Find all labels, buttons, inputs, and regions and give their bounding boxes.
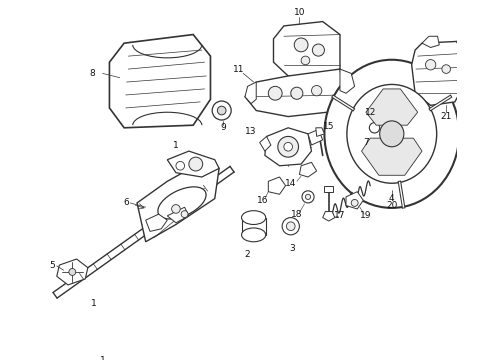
Ellipse shape [242, 228, 266, 242]
Circle shape [172, 204, 180, 213]
Text: 8: 8 [89, 69, 95, 78]
Polygon shape [137, 160, 219, 242]
Text: 3: 3 [290, 244, 295, 253]
Polygon shape [422, 36, 439, 48]
Polygon shape [350, 136, 359, 143]
Circle shape [442, 65, 450, 73]
Text: 6: 6 [123, 198, 129, 207]
Polygon shape [245, 82, 256, 104]
Polygon shape [457, 36, 474, 54]
Polygon shape [57, 259, 88, 285]
Circle shape [287, 222, 295, 230]
Text: 7: 7 [363, 138, 369, 147]
Circle shape [312, 85, 322, 96]
Polygon shape [340, 69, 355, 93]
Circle shape [269, 86, 282, 100]
Ellipse shape [347, 85, 437, 183]
Text: 16: 16 [257, 196, 268, 205]
Text: 2: 2 [244, 250, 249, 259]
Text: 21: 21 [441, 112, 452, 121]
Text: 20: 20 [386, 201, 397, 210]
Ellipse shape [324, 60, 459, 208]
Text: 5: 5 [49, 261, 55, 270]
Circle shape [181, 211, 188, 217]
Circle shape [282, 217, 299, 235]
Circle shape [212, 101, 231, 120]
Circle shape [351, 199, 358, 206]
Polygon shape [109, 35, 211, 128]
Polygon shape [316, 128, 324, 136]
Polygon shape [273, 22, 340, 78]
Text: 10: 10 [294, 8, 305, 17]
Polygon shape [146, 214, 167, 231]
Circle shape [284, 143, 293, 151]
Ellipse shape [242, 211, 266, 225]
Polygon shape [362, 138, 422, 175]
Circle shape [302, 191, 314, 203]
Polygon shape [245, 69, 344, 117]
Text: 1: 1 [173, 140, 179, 149]
Circle shape [176, 162, 185, 170]
Polygon shape [346, 192, 363, 209]
Circle shape [301, 56, 310, 65]
Polygon shape [260, 136, 271, 151]
Circle shape [425, 59, 436, 70]
Text: 19: 19 [360, 211, 371, 220]
Polygon shape [324, 186, 333, 192]
Ellipse shape [158, 187, 206, 219]
Circle shape [305, 194, 311, 199]
Polygon shape [167, 207, 189, 223]
Polygon shape [167, 151, 219, 177]
Polygon shape [265, 128, 312, 166]
Text: 17: 17 [334, 211, 346, 220]
Text: 18: 18 [291, 210, 302, 219]
Circle shape [291, 87, 303, 99]
Polygon shape [269, 177, 286, 194]
Circle shape [69, 269, 76, 275]
Text: 1: 1 [91, 300, 97, 309]
Polygon shape [366, 89, 417, 125]
Circle shape [189, 157, 203, 171]
Polygon shape [299, 162, 317, 177]
Text: 13: 13 [245, 127, 257, 136]
Text: 11: 11 [233, 64, 245, 73]
Text: 15: 15 [323, 122, 335, 131]
Polygon shape [308, 130, 323, 145]
Text: 1: 1 [99, 356, 105, 360]
Circle shape [294, 38, 308, 52]
Polygon shape [53, 166, 234, 298]
Text: 4: 4 [389, 194, 394, 203]
Circle shape [218, 106, 226, 115]
Text: 14: 14 [285, 179, 296, 188]
Text: 9: 9 [220, 123, 226, 132]
Text: 12: 12 [365, 108, 376, 117]
Circle shape [278, 136, 298, 157]
Circle shape [369, 123, 380, 133]
Polygon shape [323, 212, 335, 221]
Polygon shape [412, 41, 465, 105]
Circle shape [312, 44, 324, 56]
Ellipse shape [380, 121, 404, 147]
